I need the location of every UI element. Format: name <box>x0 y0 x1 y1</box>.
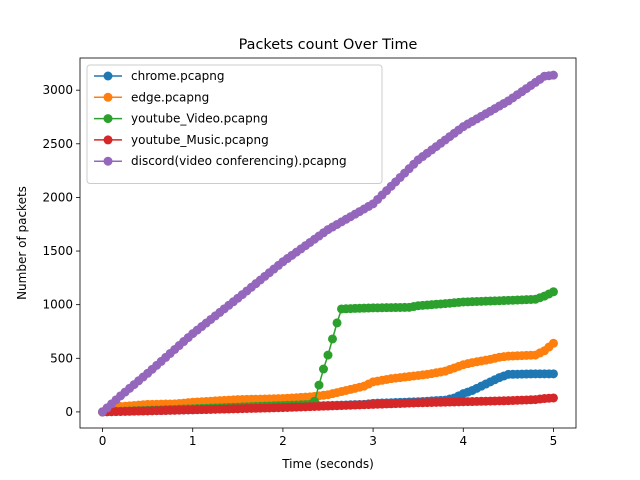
data-point <box>318 364 328 374</box>
legend-label: youtube_Video.pcapng <box>131 112 268 126</box>
legend-marker <box>103 156 113 166</box>
x-tick-label: 4 <box>459 434 467 448</box>
series-5 <box>98 70 558 417</box>
x-axis: 0 1 2 3 4 5 <box>99 428 558 448</box>
legend-item: youtube_Music.pcapng <box>94 133 269 147</box>
y-tick-label: 2000 <box>42 190 73 204</box>
legend-marker <box>103 92 113 102</box>
data-point <box>548 393 558 403</box>
y-tick-label: 500 <box>50 351 73 365</box>
legend-marker <box>103 135 113 145</box>
data-point <box>328 334 338 344</box>
legend-item: chrome.pcapng <box>94 69 225 83</box>
series-2 <box>98 338 558 417</box>
legend-label: youtube_Music.pcapng <box>131 133 269 147</box>
legend-item: youtube_Video.pcapng <box>94 112 268 126</box>
y-tick-label: 2500 <box>42 137 73 151</box>
series-4 <box>98 393 558 417</box>
legend-item: edge.pcapng <box>94 90 209 104</box>
plot-frame <box>79 57 577 429</box>
legend-label: discord(video conferencing).pcapng <box>131 154 347 168</box>
legend-box <box>86 64 383 184</box>
data-point <box>332 318 342 328</box>
y-tick-label: 1500 <box>42 244 73 258</box>
x-tick-label: 2 <box>279 434 287 448</box>
x-axis-label: Time (seconds) <box>281 457 374 471</box>
legend-marker <box>103 114 113 124</box>
data-point <box>548 287 558 297</box>
chart-title: Packets count Over Time <box>239 37 418 53</box>
data-point <box>548 338 558 348</box>
y-tick-label: 1000 <box>42 298 73 312</box>
data-point <box>323 350 333 360</box>
x-tick-label: 5 <box>550 434 558 448</box>
data-point <box>548 369 558 379</box>
y-tick-label: 0 <box>65 405 73 419</box>
x-tick-label: 1 <box>189 434 197 448</box>
legend-item: discord(video conferencing).pcapng <box>94 154 347 168</box>
x-tick-label: 0 <box>99 434 107 448</box>
data-point <box>314 380 324 390</box>
y-axis-label: Number of packets <box>15 186 29 300</box>
legend-marker <box>103 71 113 81</box>
legend-label: edge.pcapng <box>131 90 209 104</box>
data-point <box>548 70 558 80</box>
legend: chrome.pcapng edge.pcapng youtube_Video.pc… <box>86 64 383 184</box>
y-axis: 0 500 1000 1500 2000 2500 3000 <box>42 83 80 419</box>
legend-label: chrome.pcapng <box>131 69 225 83</box>
x-tick-label: 3 <box>369 434 377 448</box>
y-tick-label: 3000 <box>42 83 73 97</box>
